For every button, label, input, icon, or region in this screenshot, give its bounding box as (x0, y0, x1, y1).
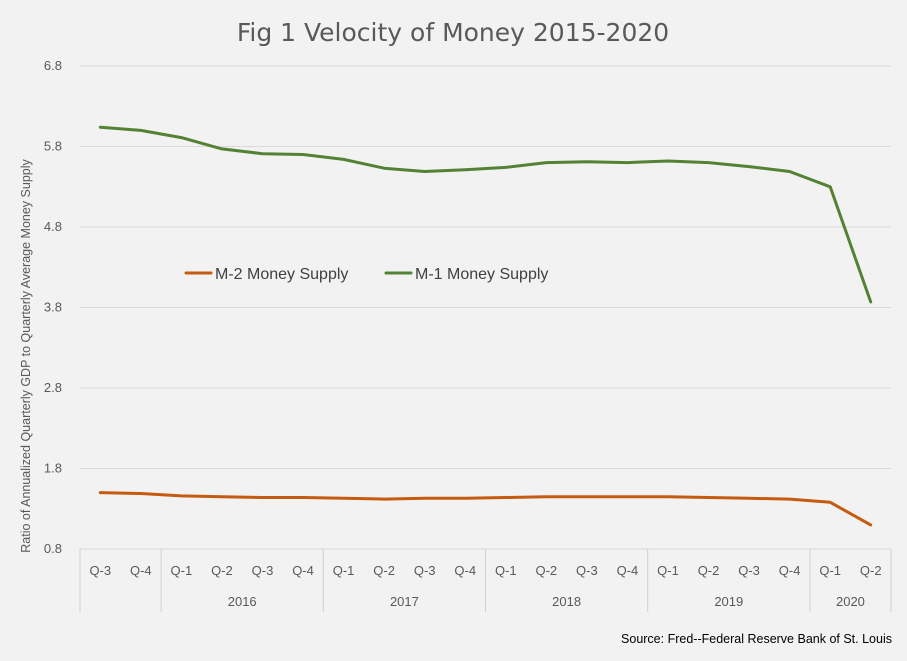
x-tick-label: Q-2 (373, 563, 395, 578)
y-axis-label: Ratio of Annualized Quarterly GDP to Qua… (19, 159, 33, 553)
x-tick-label: Q-3 (738, 563, 760, 578)
y-axis-ticks: 0.8 1.8 2.8 3.8 4.8 5.8 6.8 (44, 58, 62, 556)
y-tick-label: 6.8 (44, 58, 62, 73)
legend-label: M-2 Money Supply (215, 266, 348, 283)
x-tick-label: Q-4 (779, 563, 801, 578)
x-tick-label: Q-1 (171, 563, 193, 578)
x-tick-label: Q-1 (819, 563, 841, 578)
x-axis: Q-3 Q-4 Q-1 Q-2 Q-3 Q-4 Q-1 Q-2 Q-3 Q-4 Q-1 Q-2 Q-3 Q… (79, 549, 892, 612)
gridlines (80, 65, 891, 550)
x-tick-label: Q-2 (860, 563, 882, 578)
x-group-label: 2019 (714, 594, 743, 609)
x-group-label: 2016 (228, 594, 257, 609)
x-tick-label: Q-1 (495, 563, 517, 578)
x-tick-label: Q-2 (535, 563, 557, 578)
y-tick-label: 5.8 (44, 139, 62, 154)
x-tick-label: Q-2 (698, 563, 720, 578)
y-tick-label: 2.8 (44, 380, 62, 395)
x-tick-label: Q-3 (576, 563, 598, 578)
x-tick-label: Q-3 (414, 563, 436, 578)
x-tick-label: Q-1 (657, 563, 679, 578)
x-tick-label: Q-4 (454, 563, 476, 578)
chart-title: Fig 1 Velocity of Money 2015-2020 (237, 18, 669, 47)
series-line (98, 125, 873, 304)
y-tick-label: 3.8 (44, 300, 62, 315)
x-tick-label: Q-2 (211, 563, 233, 578)
series-lines (98, 125, 873, 527)
x-tick-label: Q-4 (130, 563, 152, 578)
x-tick-label: Q-3 (252, 563, 274, 578)
y-tick-label: 0.8 (44, 541, 62, 556)
x-group-label: 2018 (552, 594, 581, 609)
y-tick-label: 4.8 (44, 219, 62, 234)
x-group-label: 2020 (836, 594, 865, 609)
source-note: Source: Fred--Federal Reserve Bank of St… (621, 632, 892, 646)
x-tick-label: Q-4 (292, 563, 314, 578)
x-tick-label: Q-4 (617, 563, 639, 578)
x-tick-label: Q-1 (333, 563, 355, 578)
legend-label: M-1 Money Supply (415, 266, 548, 283)
legend: M-2 Money Supply M-1 Money Supply (184, 266, 548, 283)
x-group-label: 2017 (390, 594, 419, 609)
y-tick-label: 1.8 (44, 461, 62, 476)
x-tick-label: Q-3 (89, 563, 111, 578)
series-line (98, 491, 873, 527)
